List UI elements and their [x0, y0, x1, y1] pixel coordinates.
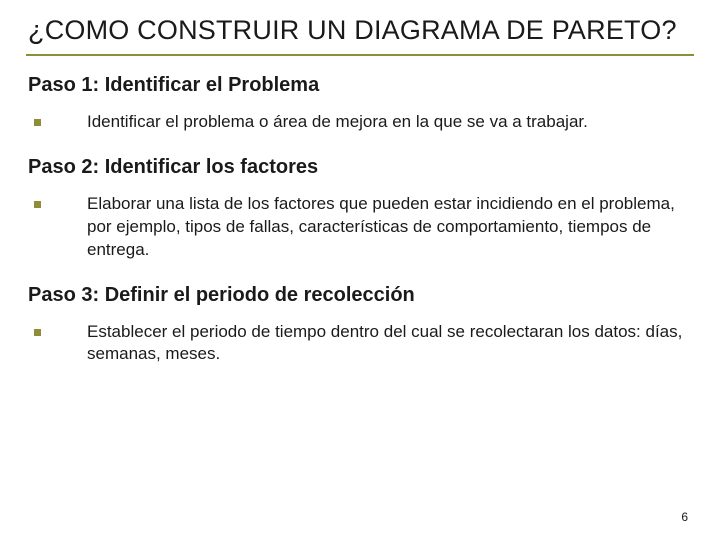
slide-title: ¿COMO CONSTRUIR UN DIAGRAMA DE PARETO? — [28, 14, 692, 48]
step-3-heading: Paso 3: Definir el periodo de recolecció… — [28, 284, 692, 307]
title-underline — [26, 54, 694, 56]
bullet-icon — [34, 201, 41, 208]
step-1-heading: Paso 1: Identificar el Problema — [28, 74, 692, 97]
page-number: 6 — [681, 510, 688, 524]
bullet-icon — [34, 119, 41, 126]
step-2-item: Elaborar una lista de los factores que p… — [28, 193, 692, 262]
bullet-icon — [34, 329, 41, 336]
slide: ¿COMO CONSTRUIR UN DIAGRAMA DE PARETO? P… — [0, 0, 720, 540]
step-2-body: Elaborar una lista de los factores que p… — [87, 193, 692, 262]
step-1-item: Identificar el problema o área de mejora… — [28, 111, 692, 134]
step-2-heading: Paso 2: Identificar los factores — [28, 156, 692, 179]
step-3-body: Establecer el periodo de tiempo dentro d… — [87, 321, 692, 367]
step-1-body: Identificar el problema o área de mejora… — [87, 111, 692, 134]
step-3-item: Establecer el periodo de tiempo dentro d… — [28, 321, 692, 367]
